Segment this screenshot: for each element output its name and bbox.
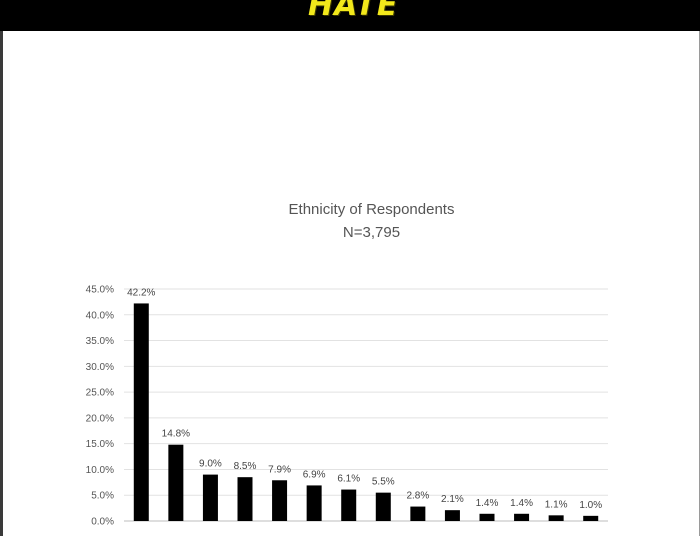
data-label: 5.5% <box>372 477 395 488</box>
bar <box>548 515 564 521</box>
top-banner: HATE <box>0 0 700 31</box>
logo: HATE <box>308 0 399 23</box>
bar <box>514 513 530 521</box>
y-tick-label: 45.0% <box>86 285 114 296</box>
bar <box>133 303 149 521</box>
data-label: 6.1% <box>337 474 360 485</box>
bar <box>375 492 391 521</box>
data-label: 2.1% <box>441 494 464 505</box>
chart-title: Ethnicity of Respondents <box>288 201 455 218</box>
chart-subtitle: N=3,795 <box>342 224 401 241</box>
y-tick-label: 15.0% <box>86 439 114 450</box>
data-label: 1.1% <box>545 499 568 510</box>
y-tick-label: 35.0% <box>86 336 114 347</box>
bar <box>410 506 426 521</box>
data-label: 9.0% <box>199 459 222 470</box>
data-label: 7.9% <box>268 464 291 475</box>
bar <box>479 513 495 521</box>
y-tick-label: 20.0% <box>86 413 114 424</box>
y-tick-label: 40.0% <box>86 310 114 321</box>
data-label: 14.8% <box>162 429 190 440</box>
y-tick-label: 30.0% <box>86 362 114 373</box>
data-label: 42.2% <box>127 287 155 298</box>
y-tick-label: 10.0% <box>86 465 114 476</box>
y-tick-label: 5.0% <box>91 491 114 502</box>
frame-left-border <box>0 31 3 536</box>
data-label: 1.0% <box>579 500 602 511</box>
bar <box>444 510 460 521</box>
data-label: 1.4% <box>510 498 533 509</box>
bar <box>168 444 184 521</box>
data-label: 8.5% <box>234 461 257 472</box>
bar <box>341 489 357 521</box>
bar <box>237 477 253 521</box>
bar <box>202 474 218 521</box>
data-label: 1.4% <box>476 498 499 509</box>
data-label: 6.9% <box>303 469 326 480</box>
bar <box>272 480 288 521</box>
y-tick-label: 0.0% <box>91 517 114 528</box>
data-label: 2.8% <box>406 491 429 502</box>
bar <box>306 485 322 521</box>
bar <box>583 515 599 521</box>
y-tick-label: 25.0% <box>86 388 114 399</box>
